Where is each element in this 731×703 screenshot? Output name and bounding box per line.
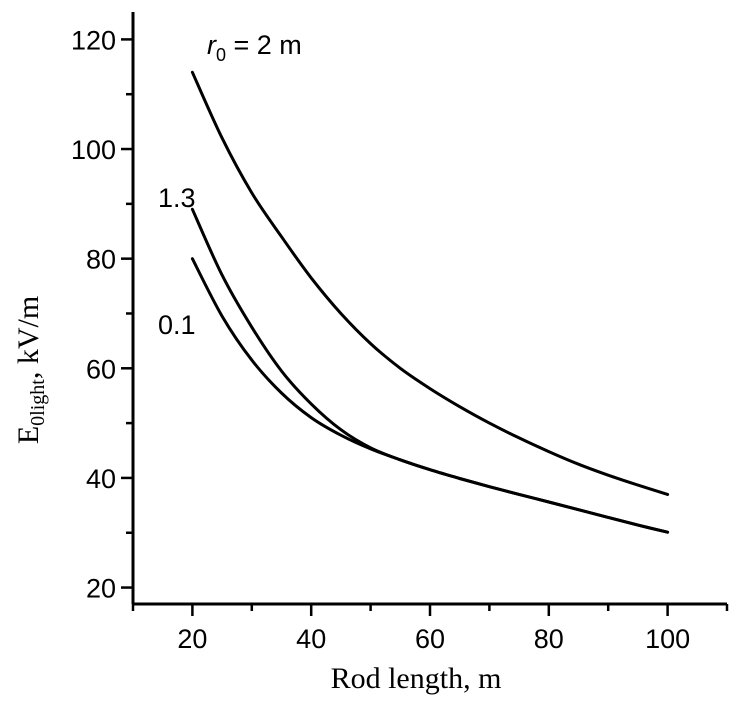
y-axis-title-suffix: , kV/m — [12, 296, 45, 379]
annotation-r0-2m-r: r — [207, 30, 217, 60]
annotation-r0-0-1: 0.1 — [158, 310, 196, 340]
x-tick-label: 40 — [296, 624, 326, 654]
y-tick-label: 100 — [71, 135, 116, 165]
tick-labels: 20 40 60 80 100 20 40 60 80 100 120 — [71, 25, 690, 654]
x-tick-label: 100 — [645, 624, 690, 654]
axes — [131, 12, 727, 606]
curves — [190, 70, 670, 534]
y-axis-title-main: E — [12, 426, 45, 444]
y-tick-label: 20 — [86, 574, 116, 604]
series-line-0 — [190, 70, 670, 496]
annotation-r0-2m: r0 = 2 m — [207, 30, 302, 65]
y-axis-title: E0light, kV/m — [12, 296, 49, 444]
annotation-r0-2m-sub: 0 — [216, 45, 226, 65]
x-tick-label: 20 — [177, 624, 207, 654]
series-line-2 — [190, 257, 670, 534]
annotation-r0-2m-rest: = 2 m — [226, 30, 302, 60]
y-tick-label: 60 — [86, 354, 116, 384]
ticks — [121, 38, 729, 616]
y-tick-label: 80 — [86, 245, 116, 275]
y-tick-label: 40 — [86, 464, 116, 494]
annotation-r0-1-3: 1.3 — [158, 183, 196, 213]
x-tick-label: 80 — [534, 624, 564, 654]
series-line-1 — [190, 207, 670, 534]
x-tick-label: 60 — [415, 624, 445, 654]
y-axis-title-sub: 0light — [27, 379, 49, 426]
y-tick-label: 120 — [71, 25, 116, 55]
x-axis-title: Rod length, m — [331, 662, 502, 695]
